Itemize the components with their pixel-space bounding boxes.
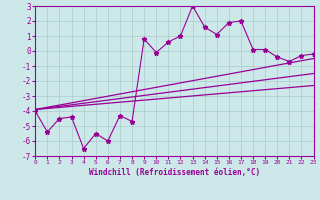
X-axis label: Windchill (Refroidissement éolien,°C): Windchill (Refroidissement éolien,°C)	[89, 168, 260, 177]
